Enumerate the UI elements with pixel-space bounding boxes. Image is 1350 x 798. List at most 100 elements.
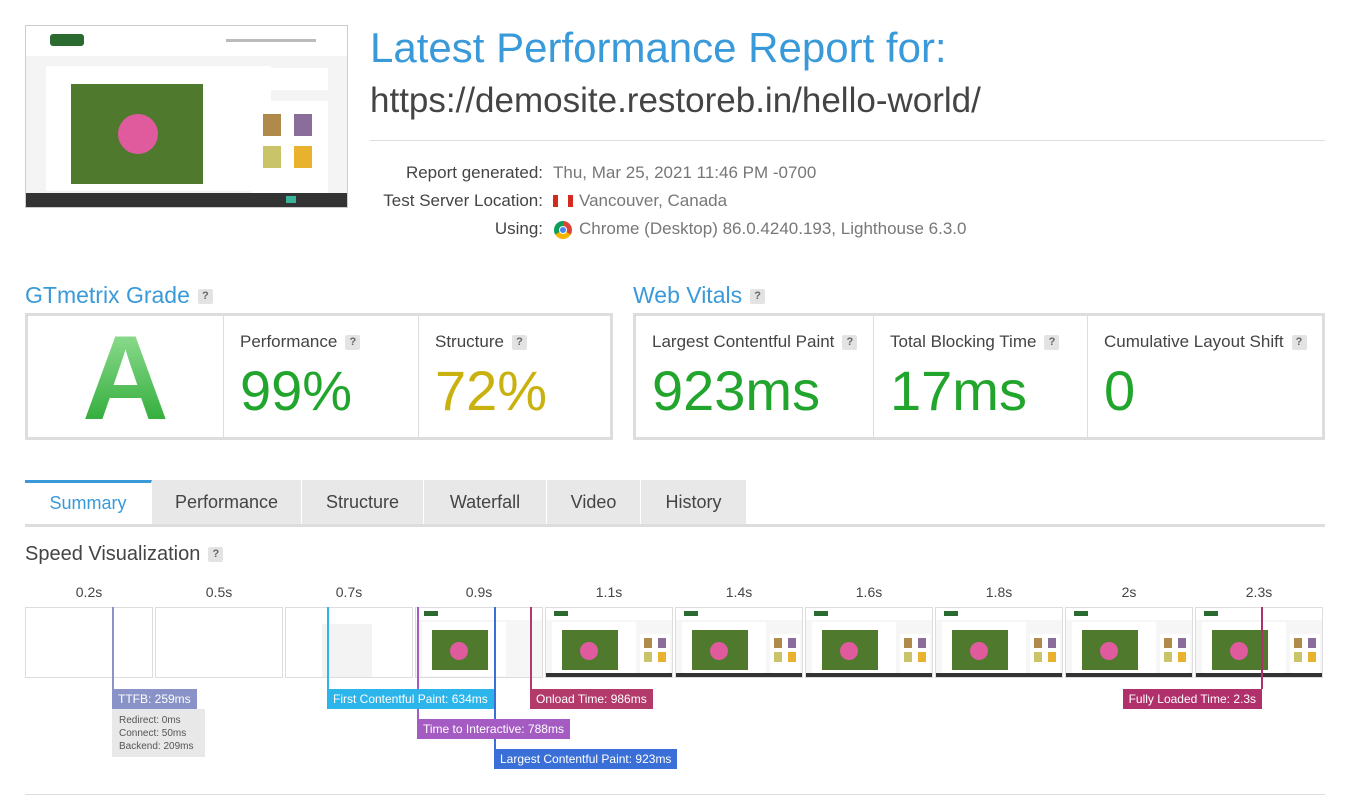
report-url[interactable]: https://demosite.restoreb.in/hello-world… [370,81,981,120]
frame-header [416,608,542,620]
metric-value: 923ms [652,359,821,422]
frame [675,607,803,678]
marker-label: TTFB: 259ms [112,689,197,709]
tab[interactable]: Structure [302,480,424,524]
help-icon[interactable]: ? [197,289,213,305]
frame-time: 0.5s [205,584,233,600]
metric-cell: Performance? 99% [223,316,418,437]
help-icon[interactable]: ? [511,335,527,351]
frame-product [1308,638,1316,648]
meta-label: Using: [494,219,543,238]
divider [370,140,1325,141]
help-icon[interactable]: ? [1291,335,1307,351]
section-title: Speed Visualization? [25,543,224,566]
section-title: GTmetrix Grade? [25,282,213,309]
frame-flower [1100,642,1118,660]
tab[interactable]: Summary [25,480,152,524]
marker-label: Time to Interactive: 788ms [417,719,570,739]
frame-header [1066,608,1192,620]
help-icon[interactable]: ? [208,547,224,563]
help-icon[interactable]: ? [1044,335,1060,351]
frame-flower [1230,642,1248,660]
frame-cookie [546,673,672,677]
metric-label: Structure [435,332,504,351]
section-title: Web Vitals? [633,282,766,309]
marker-label: First Contentful Paint: 634ms [327,689,494,709]
vitals-panel: Largest Contentful Paint? 923ms Total Bl… [633,313,1325,440]
tab[interactable]: History [641,480,747,524]
meta-value: Thu, Mar 25, 2021 11:46 PM -0700 [553,163,817,182]
marker-label: Largest Contentful Paint: 923ms [494,749,678,769]
metric-label: Performance [240,332,338,351]
frame-product [644,652,652,662]
frame-product [788,638,796,648]
frame-flower [580,642,598,660]
frame-time: 1.6s [855,584,883,600]
metric-label: Largest Contentful Paint [652,332,835,351]
frame-logo [1204,611,1218,616]
frame-product [1164,638,1172,648]
frame [285,607,413,678]
frame-product [904,652,912,662]
frame-cookie [1066,673,1192,677]
meta-value: Chrome (Desktop) 86.0.4240.193, Lighthou… [579,219,967,238]
tab[interactable]: Video [547,480,641,524]
vitals-title: Web Vitals [633,282,743,308]
meta-label: Test Server Location: [383,191,543,210]
tab-underline [25,524,1325,527]
frame [805,607,933,678]
frame [1065,607,1193,678]
frame-cookie [936,673,1062,677]
frame-time: 0.2s [75,584,103,600]
frame-product [1164,652,1172,662]
frame [545,607,673,678]
frame [25,607,153,678]
frame-flower [450,642,468,660]
grade-cell: A [28,316,223,438]
frame-time: 1.1s [595,584,623,600]
grade-panel: A Performance? 99% Structure? 72% [25,313,613,440]
help-icon[interactable]: ? [842,335,858,351]
report-title: Latest Performance Report for: [370,24,947,71]
meta-value: Vancouver, Canada [579,191,728,210]
metric-cell: Cumulative Layout Shift? 0 [1087,316,1322,437]
frame-time: 0.7s [335,584,363,600]
frame-logo [814,611,828,616]
help-icon[interactable]: ? [750,289,766,305]
frame-flower [710,642,728,660]
chrome-icon [554,221,572,239]
help-icon[interactable]: ? [345,335,361,351]
site-thumbnail [25,25,348,208]
metric-label: Cumulative Layout Shift [1104,332,1284,351]
frame-product [918,638,926,648]
ttfb-details: Redirect: 0ms Connect: 50ms Backend: 209… [112,709,205,757]
frame-product [1048,652,1056,662]
frame-header [1196,608,1322,620]
frame-product [918,652,926,662]
frame-time: 1.4s [725,584,753,600]
frame [155,607,283,678]
frame-product [1294,638,1302,648]
tab[interactable]: Performance [152,480,302,524]
tab[interactable]: Waterfall [424,480,547,524]
frame-cookie [1196,673,1322,677]
frame-product [1048,638,1056,648]
frame-product [1308,652,1316,662]
frame [935,607,1063,678]
marker-label: Fully Loaded Time: 2.3s [1122,689,1262,709]
frame-product [1034,652,1042,662]
metric-value: 72% [435,359,548,422]
frame-product [1034,638,1042,648]
metric-value: 0 [1104,359,1136,422]
marker-line [494,607,496,749]
frame-header [806,608,932,620]
speed-title: Speed Visualization [25,543,201,565]
frame-product [1178,638,1186,648]
frame-time: 2.3s [1245,584,1273,600]
marker-line [1261,607,1263,689]
frame-header [546,608,672,620]
frame-logo [684,611,698,616]
frame-time: 2s [1121,584,1137,600]
frame-product [774,652,782,662]
